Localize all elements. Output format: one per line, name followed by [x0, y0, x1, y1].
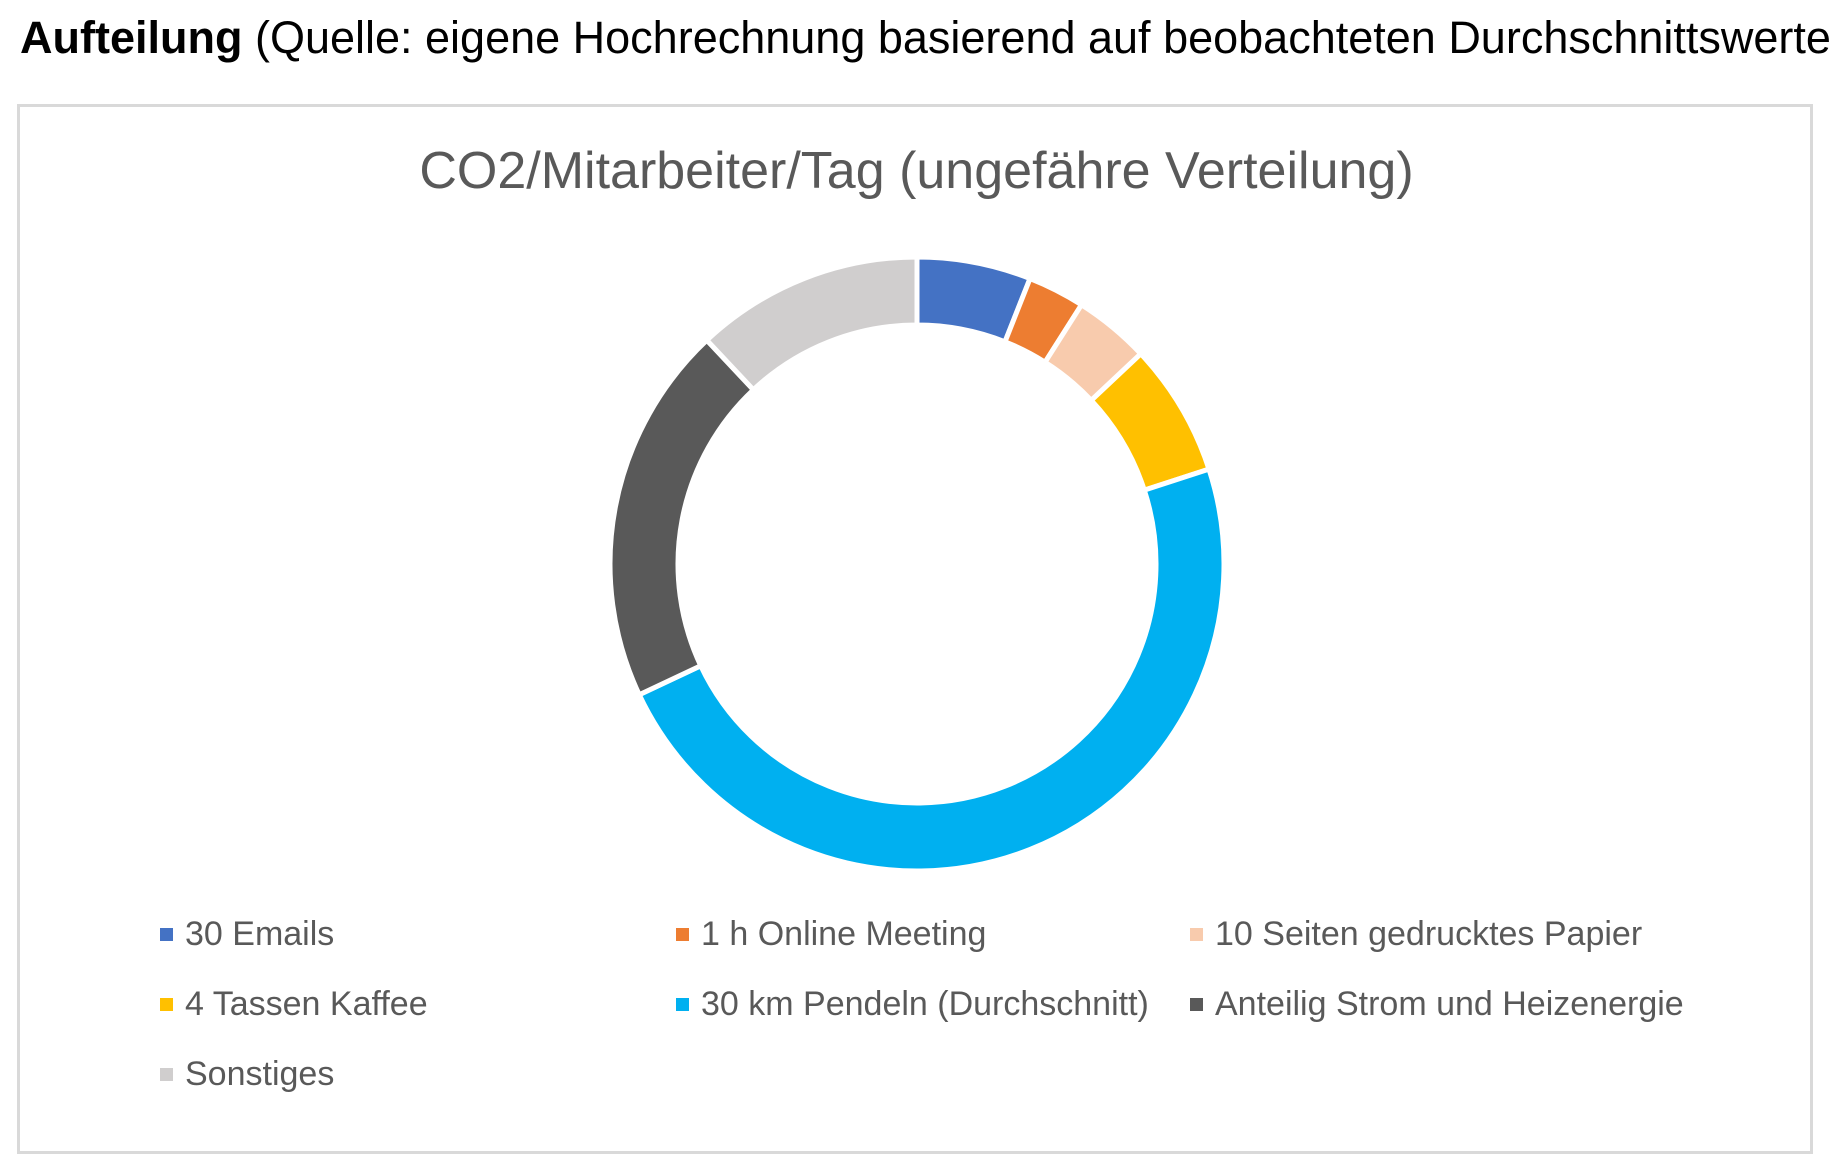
donut-slice-7	[703, 254, 920, 394]
legend-swatch	[1190, 997, 1203, 1011]
legend-swatch	[160, 927, 173, 941]
donut-slice-5	[635, 465, 1227, 874]
legend-swatch	[676, 997, 689, 1011]
legend-item: 30 Emails	[160, 912, 334, 956]
legend-label: 1 h Online Meeting	[701, 914, 987, 953]
legend-item: Sonstiges	[160, 1052, 334, 1096]
legend-label: 4 Tassen Kaffee	[185, 984, 428, 1023]
heading-source: (Quelle: eigene Hochrechnung basierend a…	[242, 12, 1833, 63]
legend-swatch	[160, 997, 173, 1011]
legend-swatch	[676, 927, 689, 941]
donut-slice-6	[607, 336, 757, 699]
legend-swatch	[160, 1067, 173, 1081]
legend-label: 10 Seiten gedrucktes Papier	[1215, 914, 1643, 953]
legend-item: 1 h Online Meeting	[676, 912, 986, 956]
chart-title: CO2/Mitarbeiter/Tag (ungefähre Verteilun…	[419, 142, 1414, 200]
legend-item: 30 km Pendeln (Durchschnitt)	[676, 982, 1149, 1026]
page-heading: Aufteilung (Quelle: eigene Hochrechnung …	[20, 8, 1833, 68]
legend-label: 30 Emails	[185, 914, 335, 953]
legend-swatch	[1190, 927, 1203, 941]
legend-label: Anteilig Strom und Heizenergie	[1215, 984, 1684, 1023]
legend-item: Anteilig Strom und Heizenergie	[1190, 982, 1684, 1026]
legend-item: 4 Tassen Kaffee	[160, 982, 428, 1026]
legend-label: 30 km Pendeln (Durchschnitt)	[701, 984, 1149, 1023]
legend-item: 10 Seiten gedrucktes Papier	[1190, 912, 1642, 956]
legend-label: Sonstiges	[185, 1054, 335, 1093]
heading-bold: Aufteilung	[20, 12, 243, 63]
